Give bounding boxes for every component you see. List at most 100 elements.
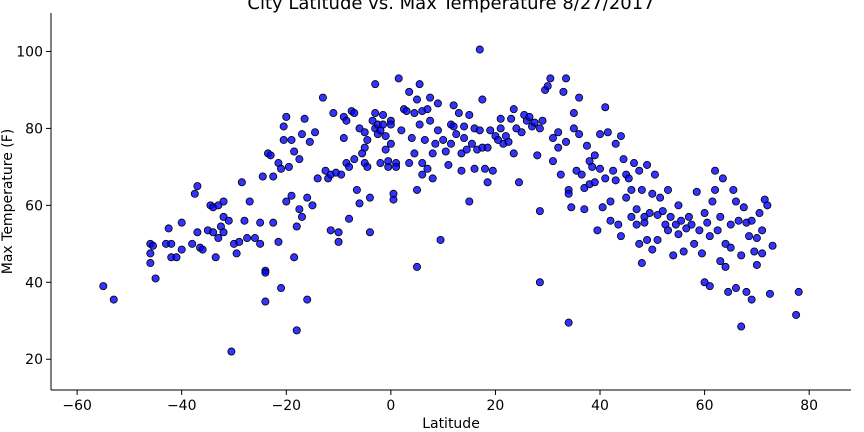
data-point [650, 170, 659, 179]
data-point [648, 189, 657, 198]
data-point [313, 174, 322, 183]
chart-title: City Latitude vs. Max Temperature 8/27/2… [247, 0, 654, 14]
data-point [624, 174, 633, 183]
data-point [256, 239, 265, 248]
data-point [431, 139, 440, 148]
data-point [554, 128, 563, 137]
data-point [596, 164, 605, 173]
data-point [465, 110, 474, 119]
data-point [292, 326, 301, 335]
y-tick-label: 100 [16, 44, 43, 60]
data-point [669, 251, 678, 260]
data-point [428, 174, 437, 183]
data-point [697, 249, 706, 258]
data-point [543, 82, 552, 91]
data-point [308, 201, 317, 210]
data-point [446, 139, 455, 148]
data-point [350, 109, 359, 118]
data-point [371, 109, 380, 118]
x-tick-label: −40 [167, 398, 197, 414]
data-point [535, 124, 544, 133]
data-point [441, 147, 450, 156]
data-point [752, 260, 761, 269]
data-point [274, 237, 283, 246]
data-point [379, 110, 388, 119]
data-point [360, 143, 369, 152]
x-tick-label: −60 [62, 398, 92, 414]
data-point [713, 226, 722, 235]
y-tick-label: 60 [25, 198, 43, 214]
data-point [371, 80, 380, 89]
data-point [360, 128, 369, 137]
data-point [433, 99, 442, 108]
data-point [305, 137, 314, 146]
data-point [562, 137, 571, 146]
data-point [295, 155, 304, 164]
data-point [146, 249, 155, 258]
data-point [747, 295, 756, 304]
data-point [729, 185, 738, 194]
y-axis-ticks: 20 40 60 80 100 [16, 44, 51, 368]
data-point [726, 220, 735, 229]
data-point [705, 282, 714, 291]
data-point [711, 185, 720, 194]
data-point [496, 114, 505, 123]
data-point [556, 170, 565, 179]
data-point [546, 74, 555, 83]
data-point [496, 124, 505, 133]
data-point [475, 45, 484, 54]
x-tick-label: 40 [591, 398, 609, 414]
data-point [478, 95, 487, 104]
data-point [548, 134, 557, 143]
x-tick-label: 60 [696, 398, 714, 414]
data-point [295, 205, 304, 214]
x-tick-label: 20 [487, 398, 505, 414]
data-point [420, 135, 429, 144]
data-point [415, 120, 424, 129]
data-point [590, 151, 599, 160]
data-point [297, 212, 306, 221]
data-point [240, 216, 249, 225]
data-point [619, 155, 628, 164]
data-point [277, 164, 286, 173]
data-point [559, 87, 568, 96]
y-axis-label: Max Temperature (F) [0, 129, 16, 275]
data-point [193, 182, 202, 191]
data-point [695, 226, 704, 235]
data-point [384, 157, 393, 166]
data-point [439, 135, 448, 144]
data-point [227, 347, 236, 356]
data-point [232, 249, 241, 258]
data-point [763, 201, 772, 210]
data-point [454, 109, 463, 118]
data-point [209, 228, 218, 237]
x-tick-label: 80 [800, 398, 818, 414]
data-point [334, 228, 343, 237]
data-point [611, 176, 620, 185]
data-point [365, 228, 374, 237]
data-point [190, 189, 199, 198]
data-point [750, 247, 759, 256]
data-point [606, 197, 615, 206]
data-point [287, 191, 296, 200]
data-point [318, 93, 327, 102]
data-point [266, 151, 275, 160]
data-point [284, 162, 293, 171]
data-point [345, 214, 354, 223]
data-point [632, 205, 641, 214]
data-point [433, 126, 442, 135]
y-tick-label: 20 [25, 352, 43, 368]
data-point [475, 126, 484, 135]
data-point [219, 197, 228, 206]
data-point [731, 197, 740, 206]
data-point [601, 174, 610, 183]
data-point [483, 178, 492, 187]
data-point [708, 197, 717, 206]
data-point [530, 118, 539, 127]
data-point [198, 245, 207, 254]
data-point [188, 239, 197, 248]
data-point [261, 297, 270, 306]
data-point [292, 222, 301, 231]
data-point [172, 253, 181, 262]
